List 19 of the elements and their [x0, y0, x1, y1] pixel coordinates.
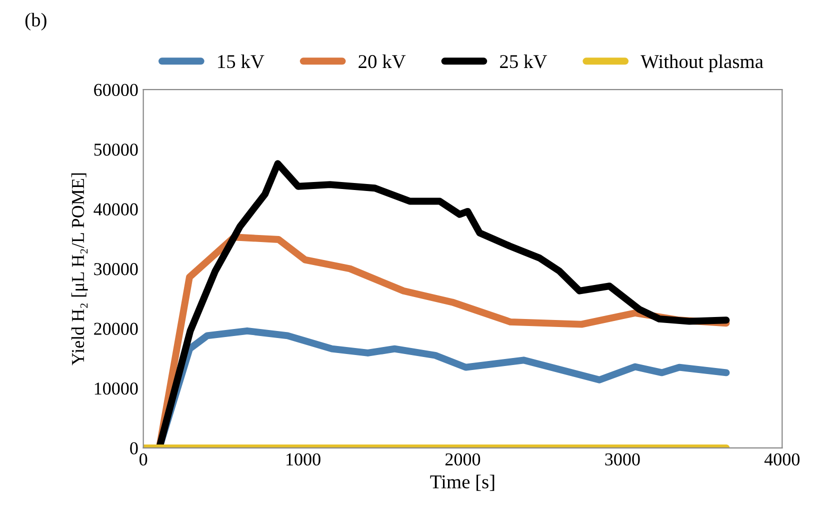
x-tick-label: 3000	[605, 453, 640, 466]
x-tick-label: 0	[140, 453, 148, 466]
y-tick-label: 50000	[94, 144, 138, 156]
x-tick-label: 2000	[445, 453, 480, 466]
x-tick-label: 4000	[764, 453, 800, 466]
legend-label: 20 kV	[358, 54, 406, 68]
legend-label: 25 kV	[500, 54, 548, 68]
y-axis-title: Yield H₂ [μL H₂/L POME]	[71, 173, 88, 366]
y-tick-label: 60000	[94, 84, 138, 96]
y-tick-label: 30000	[94, 263, 138, 276]
y-tick-label: 20000	[94, 322, 138, 335]
legend-label: Without plasma	[640, 54, 764, 72]
y-tick-label: 10000	[94, 382, 138, 395]
text: (b)	[25, 12, 46, 30]
y-tick-label: 0	[130, 442, 138, 454]
x-tick-label: 1000	[286, 453, 320, 466]
legend-label: 15 kV	[218, 54, 264, 68]
x-axis-title: Time [s]	[430, 474, 494, 491]
y-tick-label: 40000	[94, 203, 138, 216]
